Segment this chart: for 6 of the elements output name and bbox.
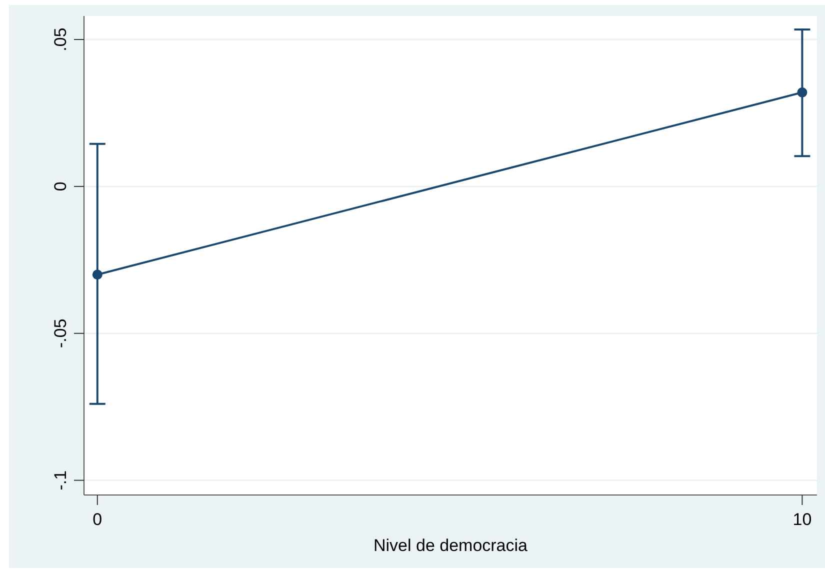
y-tick-label: .05 — [51, 28, 70, 52]
x-axis-title: Nivel de democracia — [373, 536, 528, 555]
y-tick-label: -.05 — [51, 318, 70, 348]
x-tick-label: 10 — [792, 510, 812, 529]
y-tick-label: 0 — [51, 182, 70, 192]
y-tick-label: -.1 — [51, 470, 70, 490]
